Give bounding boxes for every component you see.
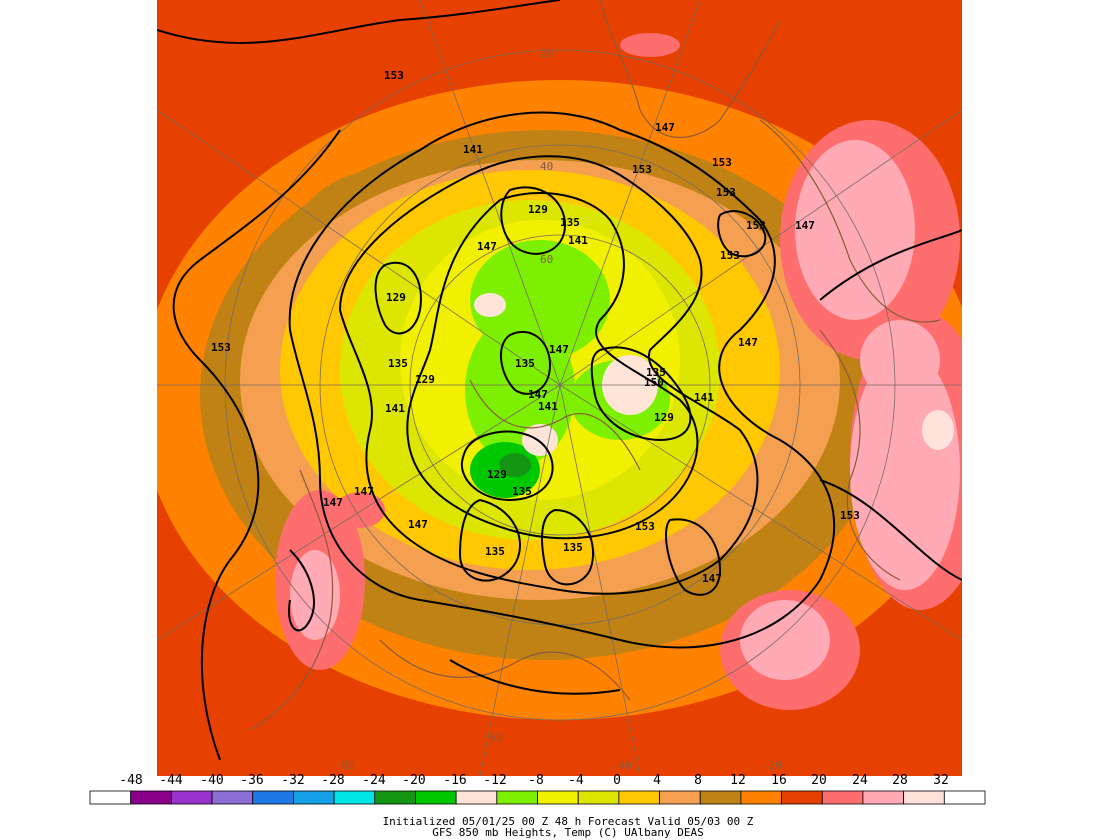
colorbar-swatch	[293, 790, 335, 805]
contour-label: 135	[388, 357, 408, 370]
contour-label: 147	[795, 219, 815, 232]
grid-label: 20	[540, 47, 553, 60]
contour-label: 153	[384, 69, 404, 82]
contour-label: 153	[635, 520, 655, 533]
colorbar-swatch	[415, 790, 457, 805]
contour-label: 150	[644, 376, 664, 389]
colorbar-swatch	[333, 790, 376, 805]
grid-label: -40	[612, 759, 632, 772]
colorbar-tick: -28	[321, 773, 344, 788]
contour-label: 147	[477, 240, 497, 253]
colorbar-swatch	[496, 790, 538, 805]
footer-line-1: Initialized 05/01/25 00 Z 48 h Forecast …	[383, 815, 754, 828]
grid-label: 40	[540, 160, 553, 173]
contour-label: 147	[738, 336, 758, 349]
colorbar-swatch	[618, 790, 660, 805]
colorbar-tick: -40	[200, 773, 223, 788]
colorbar-swatch	[943, 790, 986, 805]
contour-label: 141	[463, 143, 483, 156]
contour-label: 141	[385, 402, 405, 415]
colorbar-tick: 12	[730, 773, 746, 788]
grid-label: 60	[540, 253, 553, 266]
contour-label: 153	[211, 341, 231, 354]
colorbar-swatch	[781, 790, 823, 805]
grid-label: -20	[762, 759, 782, 772]
contour-label: 153	[840, 509, 860, 522]
contour-label: 129	[528, 203, 548, 216]
colorbar-tick: -16	[443, 773, 466, 788]
contour-label: 135	[512, 485, 532, 498]
contour-label: 147	[549, 343, 569, 356]
contour-label: 129	[415, 373, 435, 386]
colorbar-swatch	[211, 790, 254, 805]
colorbar-tick: 20	[811, 773, 827, 788]
colorbar-swatch	[170, 790, 213, 805]
colorbar-tick: -4	[568, 773, 584, 788]
contour-label: 135	[563, 541, 583, 554]
colorbar-tick: -8	[528, 773, 544, 788]
footer-line-2: GFS 850 mb Heights, Temp (C) UAlbany DEA…	[432, 826, 704, 839]
contour-label: 153	[632, 163, 652, 176]
colorbar-tick: 4	[653, 773, 661, 788]
colorbar-ticks: -48 -44 -40 -36 -32 -28 -24 -20 -16 -12 …	[119, 773, 949, 788]
contour-label: 153	[720, 249, 740, 262]
contour-label: 153	[716, 186, 736, 199]
contour-label: 153	[712, 156, 732, 169]
grid-label: -60	[483, 731, 503, 744]
contour-labels: 153 141 147 153 153 147 153 147 129 135 …	[211, 69, 860, 585]
colorbar-swatch	[862, 790, 905, 805]
coastlines	[249, 0, 941, 731]
colorbar-swatch	[537, 790, 579, 805]
colorbar-swatch	[699, 790, 742, 805]
contour-label: 153	[746, 219, 766, 232]
contour-label: 147	[354, 485, 374, 498]
colorbar-tick: -12	[483, 773, 506, 788]
colorbar-tick: -32	[281, 773, 304, 788]
colorbar-tick: -24	[362, 773, 386, 788]
map-field	[157, 0, 962, 776]
colorbar-swatch	[577, 790, 620, 805]
contour-label: 147	[408, 518, 428, 531]
contour-label: 147	[323, 496, 343, 509]
colorbar-tick: 32	[933, 773, 949, 788]
contour-label: 141	[538, 400, 558, 413]
colorbar-tick: 8	[694, 773, 702, 788]
contour-label: 147	[528, 388, 548, 401]
contour-label: 129	[487, 468, 507, 481]
colorbar-tick: 24	[852, 773, 868, 788]
contour-label: 135	[560, 216, 580, 229]
colorbar-tick: -20	[402, 773, 425, 788]
colorbar-swatch	[821, 790, 864, 805]
colorbar-tick: 16	[771, 773, 787, 788]
contour-label: 135	[515, 357, 535, 370]
contour-label: 147	[702, 572, 722, 585]
grid-label: -80	[335, 759, 355, 772]
colorbar-tick: -36	[240, 773, 263, 788]
colorbar-swatch	[659, 790, 701, 805]
colorbar-swatch	[130, 790, 172, 805]
contour-label: 135	[646, 366, 666, 379]
contour-label: 141	[694, 391, 714, 404]
contour-label: 147	[655, 121, 675, 134]
contour-label: 135	[485, 545, 505, 558]
colorbar-tick: 0	[613, 773, 621, 788]
colorbar-tick: 28	[892, 773, 908, 788]
contour-label: 129	[654, 411, 674, 424]
colorbar-swatch	[455, 790, 498, 805]
colorbar-tick: -44	[159, 773, 183, 788]
graticule-labels: 20 40 60 -60 -40 -20 -80	[335, 47, 782, 772]
contour-label: 129	[386, 291, 406, 304]
colorbar-swatch	[89, 790, 132, 805]
colorbar-swatch	[740, 790, 782, 805]
contour-label: 141	[568, 234, 588, 247]
colorbar	[89, 790, 986, 805]
colorbar-swatch	[252, 790, 294, 805]
height-contours	[157, 0, 962, 761]
colorbar-tick: -48	[119, 773, 142, 788]
colorbar-swatch	[903, 790, 945, 805]
colorbar-swatch	[374, 790, 416, 805]
